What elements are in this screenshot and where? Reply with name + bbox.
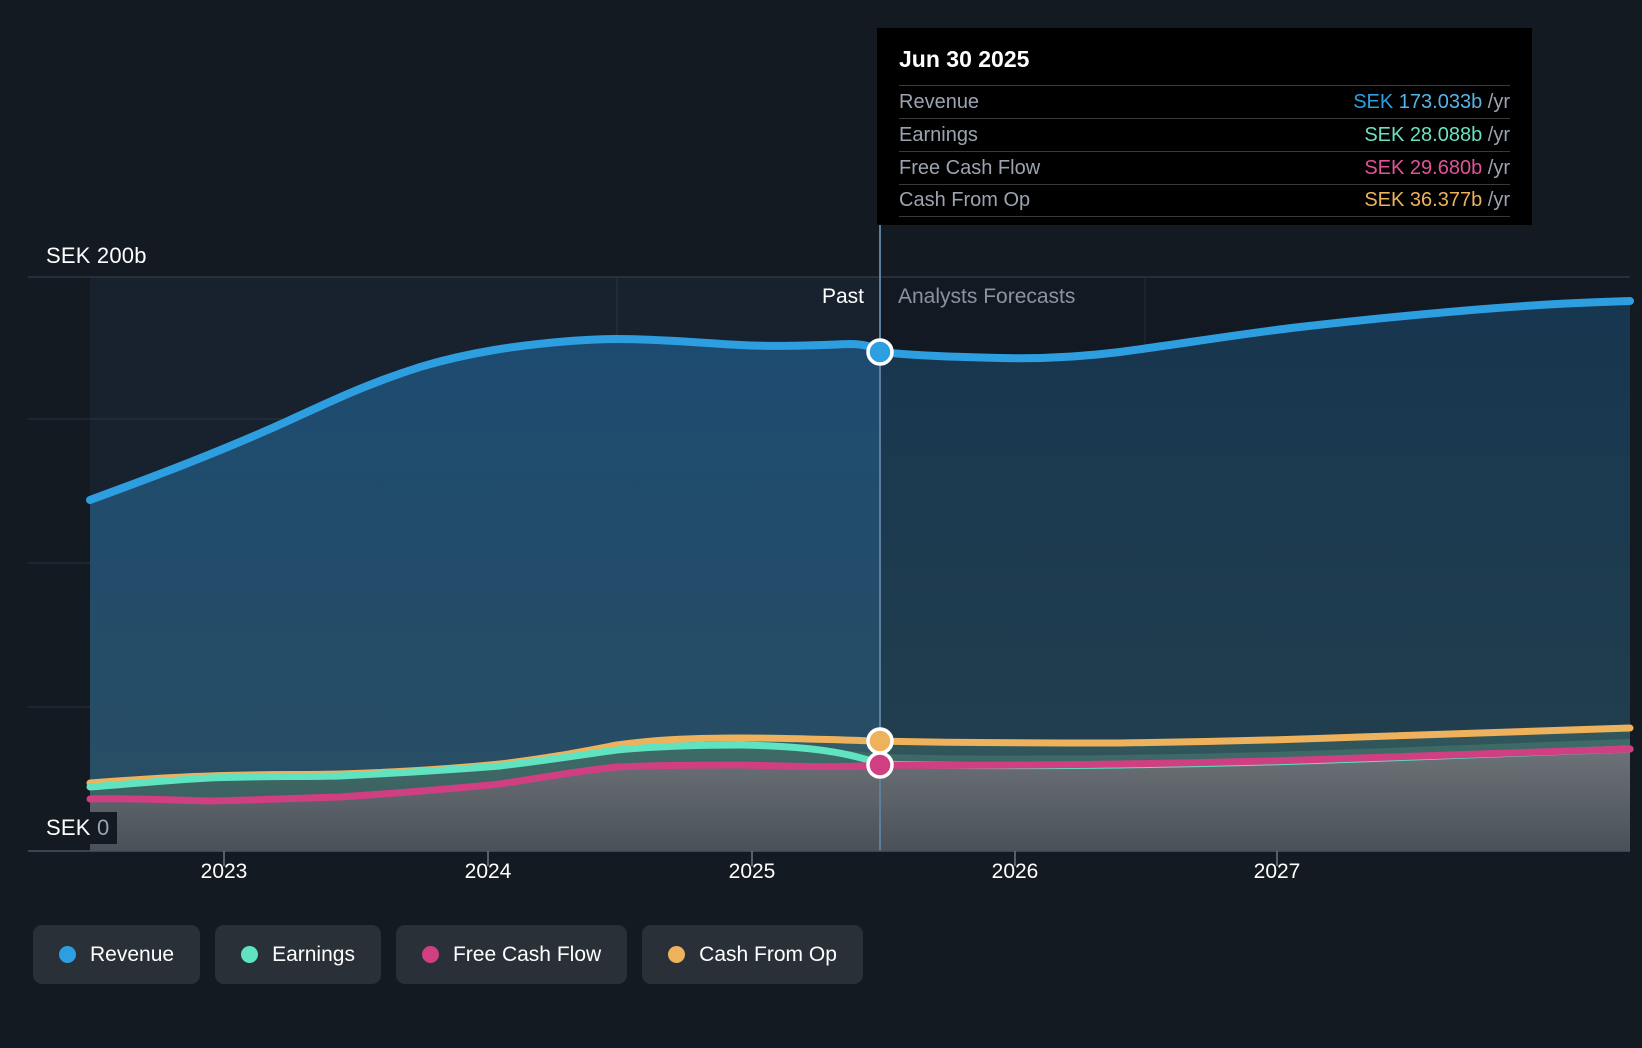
free-cash-flow-color-dot-icon <box>421 946 439 963</box>
tooltip-date: Jun 30 2025 <box>899 46 1030 72</box>
tooltip-amount-cash-from-op: 36.377b <box>1409 189 1483 211</box>
tooltip-currency-earnings: SEK <box>1364 123 1410 146</box>
past-band-label: Past <box>821 285 864 308</box>
legend-item-cash-from-op[interactable]: Cash From Op <box>642 925 863 984</box>
marker-free-cash-flow <box>866 751 894 779</box>
tooltip-currency-revenue: SEK <box>1353 90 1399 113</box>
cash-from-op-color-dot-icon <box>668 946 686 963</box>
tooltip-label-earnings: Earnings <box>899 123 978 146</box>
legend-label-free-cash-flow: Free Cash Flow <box>452 942 602 966</box>
chart-legend: Revenue Earnings Free Cash Flow Cash Fro… <box>33 925 863 984</box>
legend-item-free-cash-flow[interactable]: Free Cash Flow <box>395 925 628 984</box>
tooltip-value-revenue: SEK 173.033b /yr <box>1353 91 1510 114</box>
tooltip-row-cash-from-op: Cash From Op SEK 36.377b /yr <box>899 184 1510 217</box>
tooltip-amount-revenue: 173.033b <box>1398 90 1483 113</box>
tooltip-row-free-cash-flow: Free Cash Flow SEK 29.680b /yr <box>899 151 1510 184</box>
legend-label-revenue: Revenue <box>90 942 175 966</box>
y-axis-label-zero: SEK 0 <box>46 812 118 844</box>
tooltip-value-free-cash-flow: SEK 29.680b /yr <box>1364 157 1510 180</box>
x-tick-label-2023: 2023 <box>200 860 248 883</box>
tooltip-label-cash-from-op: Cash From Op <box>899 189 1031 211</box>
tooltip-label-revenue: Revenue <box>899 90 980 113</box>
revenue-color-dot-icon <box>59 946 76 963</box>
tooltip-currency-free-cash-flow: SEK <box>1364 156 1410 179</box>
legend-item-earnings[interactable]: Earnings <box>215 925 381 984</box>
y-axis-zero-number: 0 <box>96 815 110 840</box>
earnings-color-dot-icon <box>241 946 259 963</box>
tooltip-per-earnings: /yr <box>1482 123 1510 146</box>
marker-revenue <box>866 338 894 366</box>
revenue-area-forecast <box>880 301 1630 851</box>
tooltip-amount-free-cash-flow: 29.680b <box>1409 156 1483 179</box>
tooltip-value-earnings: SEK 28.088b /yr <box>1364 124 1510 147</box>
x-tick-label-2027: 2027 <box>1253 860 1301 883</box>
x-tick-label-2026: 2026 <box>991 860 1039 883</box>
tooltip-row-earnings: Earnings SEK 28.088b /yr <box>899 118 1510 151</box>
tooltip-per-cash-from-op: /yr <box>1482 189 1510 211</box>
revenue-line <box>86 297 1634 504</box>
tooltip-per-free-cash-flow: /yr <box>1482 156 1510 179</box>
legend-item-revenue[interactable]: Revenue <box>33 925 201 984</box>
legend-label-cash-from-op: Cash From Op <box>699 942 837 966</box>
free-cash-flow-line <box>86 745 1634 805</box>
x-tick-label-2024: 2024 <box>464 860 512 883</box>
tooltip-amount-earnings: 28.088b <box>1409 123 1483 146</box>
x-tick-label-2025: 2025 <box>728 860 776 883</box>
tooltip-row-revenue: Revenue SEK 173.033b /yr <box>899 85 1510 118</box>
marker-cash-from-op <box>866 727 894 755</box>
x-axis-ticks <box>223 851 1278 866</box>
forecast-band-label: Analysts Forecasts <box>898 285 1076 308</box>
tooltip-per-revenue: /yr <box>1482 90 1510 113</box>
tooltip-label-free-cash-flow: Free Cash Flow <box>899 156 1041 179</box>
legend-label-earnings: Earnings <box>272 942 355 966</box>
y-axis-label-top: SEK 200b <box>46 240 155 272</box>
revenue-area-past <box>90 339 880 851</box>
tooltip-currency-cash-from-op: SEK <box>1364 189 1410 211</box>
chart-tooltip: Jun 30 2025 Revenue SEK 173.033b /yr Ear… <box>877 28 1532 225</box>
y-axis-zero-unit: SEK <box>46 815 97 840</box>
free-cash-flow-area <box>90 752 1630 851</box>
tooltip-value-cash-from-op: SEK 36.377b /yr <box>1364 189 1510 212</box>
